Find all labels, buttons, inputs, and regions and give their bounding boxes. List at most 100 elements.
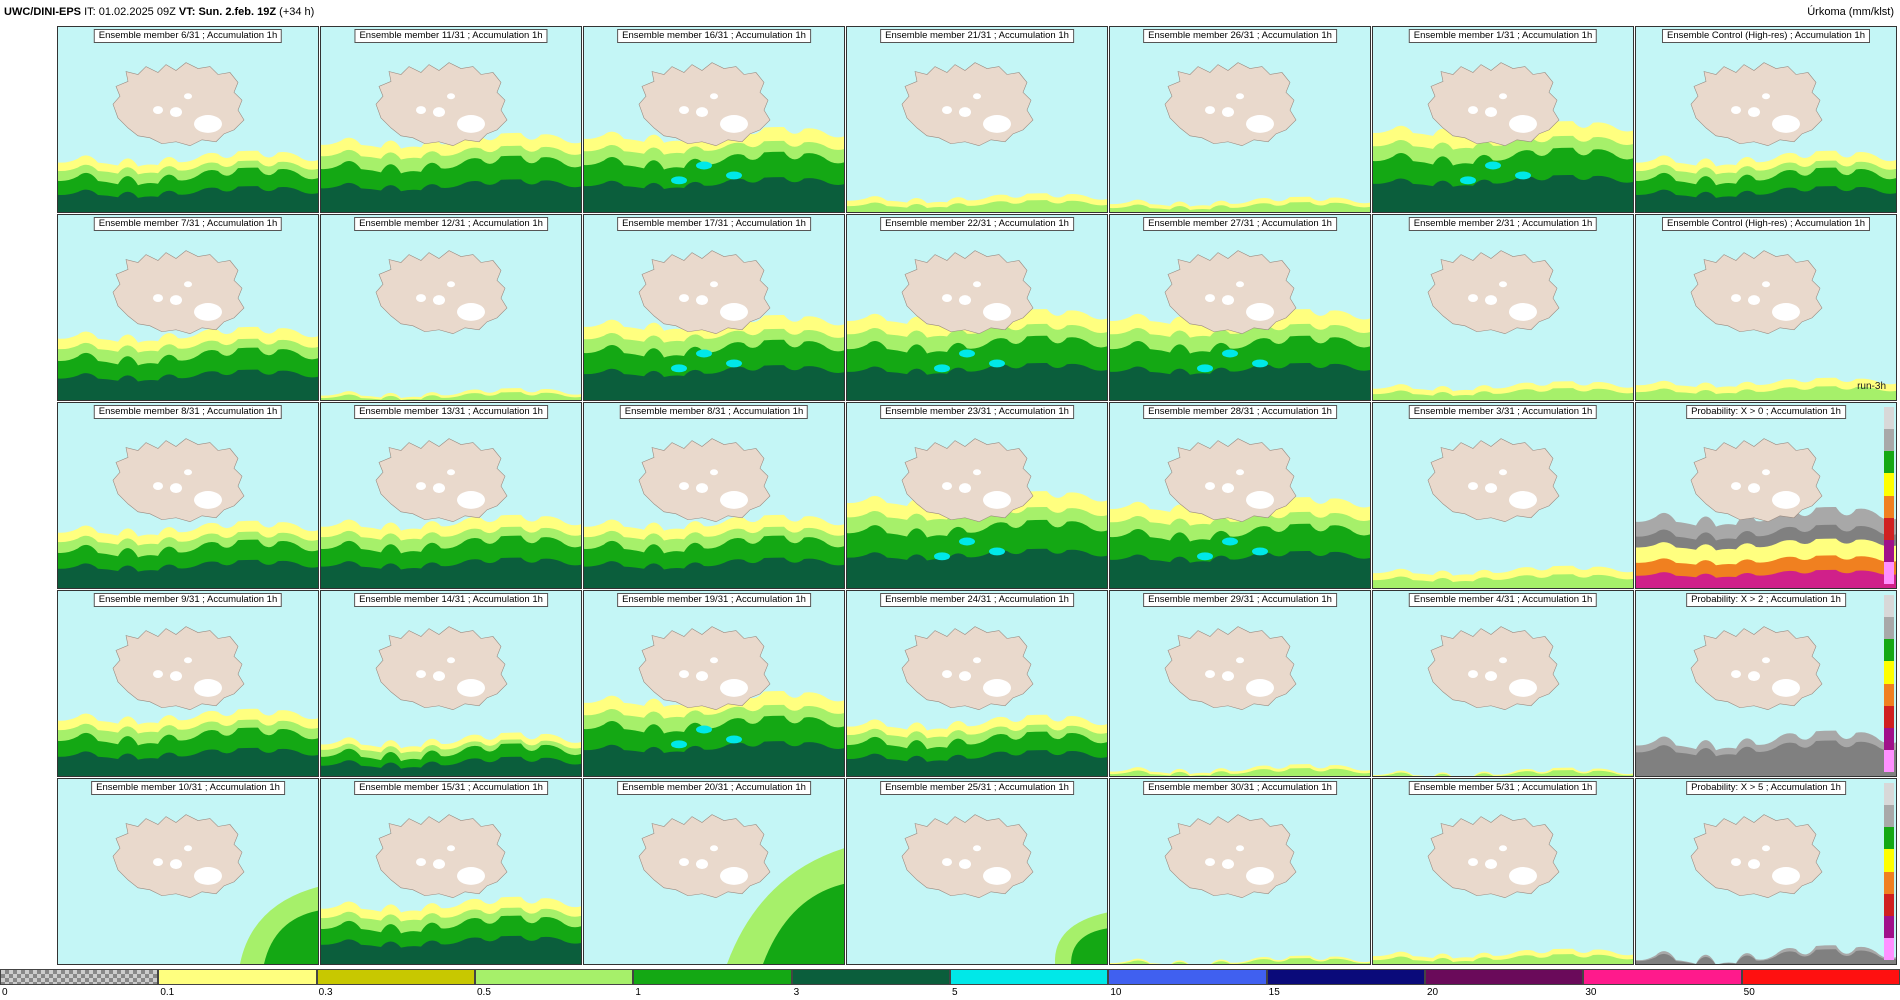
glacier-patch (1509, 867, 1537, 885)
panel-title: Ensemble member 17/31 ; Accumulation 1h (617, 217, 811, 231)
glacier-patch (983, 867, 1011, 885)
glacier-patch (720, 867, 748, 885)
glacier-patch (153, 106, 163, 115)
glacier-patch (1485, 671, 1497, 682)
panel-title: Ensemble member 8/31 ; Accumulation 1h (93, 405, 283, 419)
glacier-patch (973, 657, 981, 664)
probability-swatch (1884, 407, 1894, 430)
glacier-patch (184, 93, 192, 100)
glacier-patch (942, 858, 952, 867)
probability-swatch (1884, 595, 1894, 618)
map-panel: Ensemble member 2/31 ; Accumulation 1h (1372, 214, 1634, 401)
precipitation-map (1110, 215, 1370, 400)
map-panel: Ensemble Control (High-res) ; Accumulati… (1635, 26, 1897, 213)
glacier-patch (720, 115, 748, 133)
panel-title: Ensemble member 2/31 ; Accumulation 1h (1408, 217, 1598, 231)
glacier-patch (942, 106, 952, 115)
glacier-patch (416, 294, 426, 303)
glacier-patch (433, 295, 445, 306)
glacier-patch (710, 469, 718, 476)
map-panel: Ensemble member 25/31 ; Accumulation 1h (846, 778, 1108, 965)
glacier-patch (1509, 303, 1537, 321)
panel-title: Ensemble member 26/31 ; Accumulation 1h (1143, 29, 1337, 43)
glacier-patch (170, 295, 182, 306)
precipitation-map (58, 215, 318, 400)
map-panel: Ensemble member 10/31 ; Accumulation 1h (57, 778, 319, 965)
glacier-patch (457, 491, 485, 509)
map-panel: Ensemble member 14/31 ; Accumulation 1h (320, 590, 582, 777)
glacier-patch (720, 491, 748, 509)
panel-title: Ensemble member 29/31 ; Accumulation 1h (1143, 593, 1337, 607)
glacier-patch (457, 867, 485, 885)
glacier-patch (1731, 294, 1741, 303)
glacier-patch (1246, 679, 1274, 697)
scale-swatch (0, 969, 159, 985)
glacier-patch (1205, 670, 1215, 679)
glacier-patch (1236, 469, 1244, 476)
glacier-patch (1205, 482, 1215, 491)
panel-title: Probability: X > 2 ; Accumulation 1h (1686, 593, 1846, 607)
scale-swatch (316, 969, 475, 985)
precipitation-map (847, 27, 1107, 212)
glacier-patch (1246, 115, 1274, 133)
probability-swatch (1884, 539, 1894, 562)
glacier-patch (679, 858, 689, 867)
glacier-patch (1485, 295, 1497, 306)
glacier-patch (1499, 281, 1507, 288)
glacier-patch (1731, 482, 1741, 491)
init-time-label: IT: (84, 6, 96, 18)
glacier-patch (1509, 679, 1537, 697)
panel-title: Ensemble member 4/31 ; Accumulation 1h (1408, 593, 1598, 607)
probability-swatch (1884, 561, 1894, 584)
map-panel: Ensemble member 9/31 ; Accumulation 1h (57, 590, 319, 777)
glacier-patch (679, 106, 689, 115)
probability-swatch (1884, 893, 1894, 916)
scale-swatch (1425, 969, 1584, 985)
glacier-patch (1748, 859, 1760, 870)
precipitation-map (584, 215, 844, 400)
glacier-patch (710, 657, 718, 664)
glacier-patch (1731, 670, 1741, 679)
glacier-patch (1468, 294, 1478, 303)
scale-swatch (1741, 969, 1900, 985)
glacier-patch (433, 671, 445, 682)
precipitation-map (1373, 779, 1633, 964)
panel-title: Ensemble member 24/31 ; Accumulation 1h (880, 593, 1074, 607)
glacier-patch (1246, 867, 1274, 885)
glacier-patch (153, 858, 163, 867)
panel-title: Ensemble member 15/31 ; Accumulation 1h (354, 781, 548, 795)
map-panel: Ensemble member 22/31 ; Accumulation 1h (846, 214, 1108, 401)
panel-title: Ensemble member 19/31 ; Accumulation 1h (617, 593, 811, 607)
precipitation-map (321, 27, 581, 212)
precipitation-color-scale: 0 0.1 0.3 0.5 1 3 5 10 15 20 30 50 (0, 969, 1900, 1000)
glacier-patch (1509, 491, 1537, 509)
glacier-patch (194, 679, 222, 697)
precipitation-map (1636, 779, 1896, 964)
map-panel: Ensemble member 29/31 ; Accumulation 1h (1109, 590, 1371, 777)
glacier-patch (679, 482, 689, 491)
scale-tick-label: 0.1 (160, 987, 175, 998)
glacier-patch (1499, 93, 1507, 100)
map-panel: Ensemble Control (High-res) ; Accumulati… (1635, 214, 1897, 401)
panel-title: Ensemble member 22/31 ; Accumulation 1h (880, 217, 1074, 231)
panel-title: Probability: X > 5 ; Accumulation 1h (1686, 781, 1846, 795)
glacier-patch (1748, 483, 1760, 494)
glacier-patch (1222, 483, 1234, 494)
glacier-patch (959, 671, 971, 682)
precipitation-map (321, 591, 581, 776)
precipitation-map (1110, 403, 1370, 588)
glacier-patch (983, 491, 1011, 509)
probability-swatch (1884, 683, 1894, 706)
glacier-patch (153, 482, 163, 491)
glacier-patch (696, 483, 708, 494)
glacier-patch (973, 281, 981, 288)
scale-tick-label: 30 (1585, 987, 1597, 998)
glacier-patch (720, 679, 748, 697)
probability-swatch (1884, 639, 1894, 662)
glacier-patch (194, 491, 222, 509)
precipitation-map (1110, 591, 1370, 776)
glacier-patch (1205, 858, 1215, 867)
glacier-patch (184, 469, 192, 476)
panel-note: run-3h (1857, 381, 1886, 392)
probability-swatch (1884, 937, 1894, 960)
